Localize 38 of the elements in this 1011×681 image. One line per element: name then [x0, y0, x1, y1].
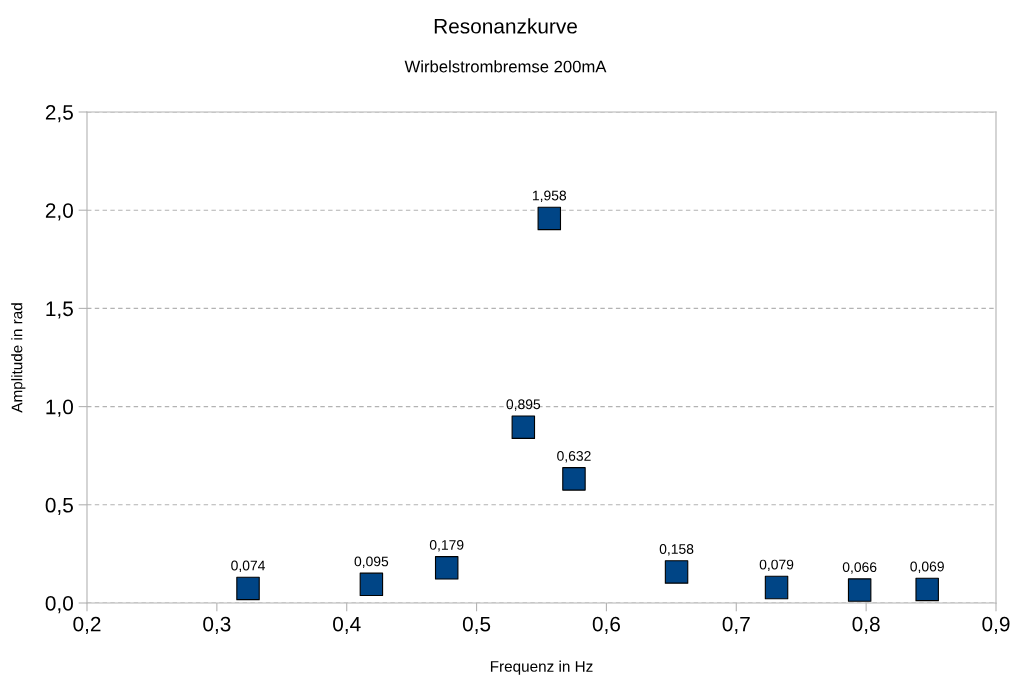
data-label: 0,158 [659, 544, 694, 556]
data-label: 0,632 [557, 451, 591, 463]
data-label: 0,069 [910, 561, 944, 574]
data-label: 1,958 [532, 190, 567, 203]
point [359, 572, 384, 597]
point [236, 576, 260, 601]
point [511, 415, 536, 439]
point [847, 578, 872, 602]
x-tick-label: 0,5 [462, 616, 491, 634]
x-tick-label: 0,7 [722, 616, 750, 634]
x-tick-label: 0,9 [982, 616, 1010, 634]
y-tick-label: 1,0 [46, 399, 73, 417]
x-tick-label: 0,6 [592, 616, 620, 634]
y-tick-label: 0,5 [45, 497, 73, 516]
y-tick-label: 2,5 [45, 105, 73, 123]
x-tick-label: 0,3 [203, 616, 231, 634]
point [562, 467, 586, 491]
x-tick-label: 0,8 [852, 616, 880, 634]
y-tick-label: 1,5 [46, 301, 73, 319]
data-label: 0,079 [759, 559, 794, 572]
data-label: 0,074 [231, 560, 265, 573]
data-label: 0,895 [506, 399, 541, 411]
y-tick-label: 0,0 [45, 596, 73, 614]
point [915, 577, 939, 602]
data-label: 0,179 [429, 539, 464, 552]
chart-title: Resonanzkurve [434, 18, 577, 34]
point [434, 556, 459, 580]
point [764, 575, 789, 600]
point [537, 206, 562, 231]
y-axis-title: Amplitude in rad [11, 303, 26, 413]
y-tick-label: 2,0 [45, 203, 73, 221]
x-tick-label: 0,2 [73, 616, 101, 634]
x-tick-label: 0,4 [333, 616, 361, 634]
data-label: 0,066 [842, 562, 877, 574]
point [664, 560, 689, 584]
data-label: 0,095 [354, 556, 389, 568]
chart-subtitle: Wirbelstrombremse 200mA [404, 60, 607, 73]
x-axis-title: Frequenz in Hz [490, 660, 593, 675]
